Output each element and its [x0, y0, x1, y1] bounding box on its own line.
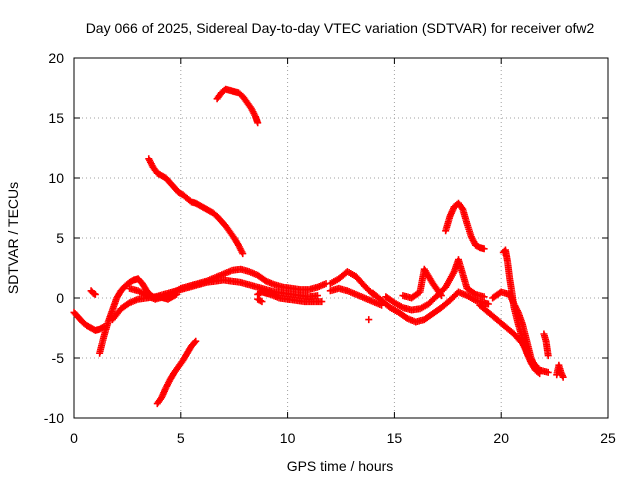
data-point: [544, 368, 552, 376]
data-point: [257, 297, 265, 305]
data-point: [437, 292, 445, 300]
x-tick-label: 10: [280, 430, 296, 446]
y-axis-label: SDTVAR / TECUs: [5, 182, 21, 294]
series-arc-m: [365, 316, 373, 324]
data-point: [559, 373, 567, 381]
grid: [74, 58, 608, 418]
series-arc-f: [145, 155, 247, 258]
series-arc-i: [254, 288, 326, 306]
data-point: [480, 293, 488, 301]
data-point: [91, 290, 99, 298]
data-points: [70, 85, 567, 408]
y-tick-label: 15: [48, 110, 64, 126]
x-tick-label: 25: [600, 430, 616, 446]
data-point: [191, 338, 199, 346]
x-tick-label: 5: [177, 430, 185, 446]
data-point: [365, 316, 373, 324]
data-point: [484, 300, 492, 308]
data-point: [536, 370, 544, 378]
series-arc-e: [126, 265, 330, 303]
data-point: [258, 298, 266, 306]
y-tick-label: 0: [56, 290, 64, 306]
y-tick-label: 20: [48, 50, 64, 66]
series-arc-q: [442, 199, 488, 253]
series-arc-v: [553, 361, 567, 381]
y-tick-label: -10: [44, 410, 64, 426]
series-arc-b: [87, 287, 99, 298]
series-arc-a: [70, 308, 108, 334]
data-point: [318, 298, 326, 306]
series-arc-u: [540, 330, 552, 360]
x-axis-label: GPS time / hours: [287, 458, 394, 474]
axes: 0 5 10 15 20 25 -10 -5 0 5 10 15 20: [44, 50, 616, 446]
y-tick-label: 5: [56, 230, 64, 246]
x-tick-label: 0: [70, 430, 78, 446]
series-arc-t: [499, 246, 544, 378]
data-point: [254, 119, 262, 127]
y-tick-label: 10: [48, 170, 64, 186]
data-point: [534, 368, 542, 376]
chart-title: Day 066 of 2025, Sidereal Day-to-day VTE…: [86, 20, 595, 36]
series-arc-j: [254, 295, 266, 306]
series-arc-l: [326, 284, 386, 309]
data-point: [436, 290, 444, 298]
data-point: [239, 250, 247, 258]
x-tick-label: 20: [493, 430, 509, 446]
data-point: [314, 292, 322, 300]
x-tick-label: 15: [387, 430, 403, 446]
series-arc-p: [399, 265, 445, 302]
series-arc-n: [369, 288, 492, 326]
data-point: [544, 352, 552, 360]
y-tick-label: -5: [52, 350, 65, 366]
data-point: [192, 337, 200, 345]
series-arc-g: [153, 337, 200, 408]
series-arc-h: [213, 85, 262, 127]
data-point: [480, 245, 488, 253]
